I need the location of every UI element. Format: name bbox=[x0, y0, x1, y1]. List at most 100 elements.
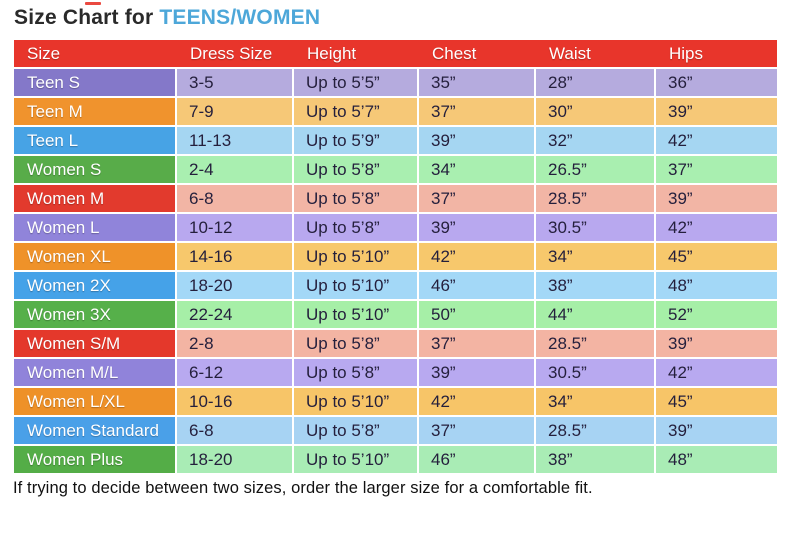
height-cell: Up to 5’8” bbox=[294, 330, 417, 357]
height-cell: Up to 5’10” bbox=[294, 272, 417, 299]
waist-cell: 38” bbox=[536, 272, 654, 299]
header-hips: Hips bbox=[669, 44, 704, 63]
chest-cell: 37” bbox=[419, 185, 534, 212]
table-row: Women XL 14-16 Up to 5’10” 42” 34” 45” bbox=[14, 243, 777, 270]
size-cell: Women S/M bbox=[14, 330, 175, 357]
table-row: Women M/L 6-12 Up to 5’8” 39” 30.5” 42” bbox=[14, 359, 777, 386]
hips-cell: 36” bbox=[656, 69, 777, 96]
table-row: Teen L 11-13 Up to 5’9” 39” 32” 42” bbox=[14, 127, 777, 154]
hips-cell: 42” bbox=[656, 214, 777, 241]
header-height: Height bbox=[307, 44, 357, 63]
waist-cell: 28.5” bbox=[536, 185, 654, 212]
dress-size-cell: 2-4 bbox=[177, 156, 292, 183]
height-cell: Up to 5’8” bbox=[294, 156, 417, 183]
waist-cell: 30” bbox=[536, 98, 654, 125]
table-row: Women S/M 2-8 Up to 5’8” 37” 28.5” 39” bbox=[14, 330, 777, 357]
size-cell: Women XL bbox=[14, 243, 175, 270]
footnote: If trying to decide between two sizes, o… bbox=[13, 479, 593, 497]
height-cell: Up to 5’8” bbox=[294, 417, 417, 444]
hips-cell: 42” bbox=[656, 127, 777, 154]
header-chest: Chest bbox=[432, 44, 477, 63]
dress-size-cell: 2-8 bbox=[177, 330, 292, 357]
dress-size-cell: 6-8 bbox=[177, 417, 292, 444]
table-row: Women L 10-12 Up to 5’8” 39” 30.5” 42” bbox=[14, 214, 777, 241]
chest-cell: 42” bbox=[419, 243, 534, 270]
dress-size-cell: 18-20 bbox=[177, 272, 292, 299]
chest-cell: 39” bbox=[419, 214, 534, 241]
chest-cell: 42” bbox=[419, 388, 534, 415]
height-cell: Up to 5’10” bbox=[294, 243, 417, 270]
dress-size-cell: 6-8 bbox=[177, 185, 292, 212]
hips-cell: 39” bbox=[656, 185, 777, 212]
size-cell: Teen M bbox=[14, 98, 175, 125]
chest-cell: 39” bbox=[419, 359, 534, 386]
height-cell: Up to 5’10” bbox=[294, 388, 417, 415]
hips-cell: 45” bbox=[656, 388, 777, 415]
table-row: Women 2X 18-20 Up to 5’10” 46” 38” 48” bbox=[14, 272, 777, 299]
dress-size-cell: 6-12 bbox=[177, 359, 292, 386]
height-cell: Up to 5’8” bbox=[294, 214, 417, 241]
crop-artifact-mark bbox=[85, 2, 101, 5]
dress-size-cell: 22-24 bbox=[177, 301, 292, 328]
table-row: Women M 6-8 Up to 5’8” 37” 28.5” 39” bbox=[14, 185, 777, 212]
size-cell: Women 3X bbox=[14, 301, 175, 328]
chest-cell: 46” bbox=[419, 446, 534, 473]
chest-cell: 39” bbox=[419, 127, 534, 154]
size-cell: Teen L bbox=[14, 127, 175, 154]
chest-cell: 34” bbox=[419, 156, 534, 183]
size-cell: Women S bbox=[14, 156, 175, 183]
size-cell: Women L/XL bbox=[14, 388, 175, 415]
waist-cell: 30.5” bbox=[536, 214, 654, 241]
hips-cell: 52” bbox=[656, 301, 777, 328]
header-waist: Waist bbox=[549, 44, 591, 63]
chest-cell: 50” bbox=[419, 301, 534, 328]
waist-cell: 28.5” bbox=[536, 417, 654, 444]
size-cell: Women 2X bbox=[14, 272, 175, 299]
chest-cell: 37” bbox=[419, 98, 534, 125]
dress-size-cell: 14-16 bbox=[177, 243, 292, 270]
table-row: Teen M 7-9 Up to 5’7” 37” 30” 39” bbox=[14, 98, 777, 125]
dress-size-cell: 10-12 bbox=[177, 214, 292, 241]
dress-size-cell: 18-20 bbox=[177, 446, 292, 473]
size-chart-table: Size Dress Size Height Chest Waist Hips … bbox=[14, 40, 777, 473]
height-cell: Up to 5’8” bbox=[294, 185, 417, 212]
dress-size-cell: 10-16 bbox=[177, 388, 292, 415]
waist-cell: 44” bbox=[536, 301, 654, 328]
waist-cell: 28.5” bbox=[536, 330, 654, 357]
height-cell: Up to 5’8” bbox=[294, 359, 417, 386]
height-cell: Up to 5’7” bbox=[294, 98, 417, 125]
dress-size-cell: 7-9 bbox=[177, 98, 292, 125]
waist-cell: 30.5” bbox=[536, 359, 654, 386]
hips-cell: 39” bbox=[656, 417, 777, 444]
size-cell: Women Plus bbox=[14, 446, 175, 473]
waist-cell: 26.5” bbox=[536, 156, 654, 183]
hips-cell: 48” bbox=[656, 446, 777, 473]
table-header-row: Size Dress Size Height Chest Waist Hips bbox=[14, 40, 777, 67]
waist-cell: 28” bbox=[536, 69, 654, 96]
hips-cell: 45” bbox=[656, 243, 777, 270]
size-cell: Women Standard bbox=[14, 417, 175, 444]
table-row: Women 3X 22-24 Up to 5’10” 50” 44” 52” bbox=[14, 301, 777, 328]
waist-cell: 38” bbox=[536, 446, 654, 473]
table-row: Women L/XL 10-16 Up to 5’10” 42” 34” 45” bbox=[14, 388, 777, 415]
hips-cell: 42” bbox=[656, 359, 777, 386]
size-cell: Teen S bbox=[14, 69, 175, 96]
table-body: Teen S 3-5 Up to 5’5” 35” 28” 36” Teen M… bbox=[14, 69, 777, 473]
waist-cell: 32” bbox=[536, 127, 654, 154]
table-row: Women S 2-4 Up to 5’8” 34” 26.5” 37” bbox=[14, 156, 777, 183]
header-dress-size: Dress Size bbox=[190, 44, 273, 63]
table-row: Teen S 3-5 Up to 5’5” 35” 28” 36” bbox=[14, 69, 777, 96]
page-title-accent: TEENS/WOMEN bbox=[159, 6, 321, 29]
waist-cell: 34” bbox=[536, 388, 654, 415]
height-cell: Up to 5’9” bbox=[294, 127, 417, 154]
height-cell: Up to 5’5” bbox=[294, 69, 417, 96]
size-cell: Women L bbox=[14, 214, 175, 241]
hips-cell: 48” bbox=[656, 272, 777, 299]
dress-size-cell: 3-5 bbox=[177, 69, 292, 96]
chest-cell: 37” bbox=[419, 417, 534, 444]
hips-cell: 39” bbox=[656, 98, 777, 125]
hips-cell: 37” bbox=[656, 156, 777, 183]
height-cell: Up to 5’10” bbox=[294, 446, 417, 473]
chest-cell: 46” bbox=[419, 272, 534, 299]
